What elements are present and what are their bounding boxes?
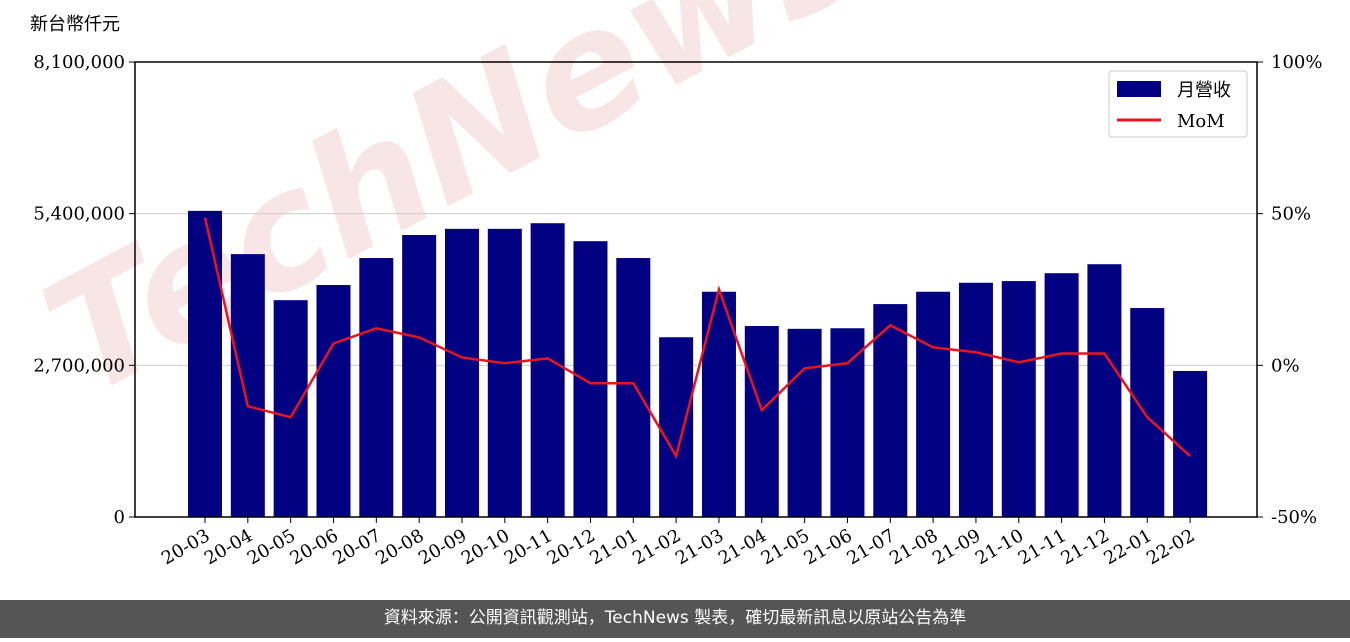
bar [873, 304, 908, 517]
x-tick-label: 21-01 [586, 525, 641, 569]
bar [1173, 370, 1208, 517]
x-tick-label: 21-09 [929, 525, 984, 569]
bar [487, 228, 522, 518]
x-tick-label: 21-10 [972, 525, 1027, 569]
bar [530, 223, 565, 517]
x-tick-label: 21-11 [1015, 525, 1070, 569]
y2-tick-label: 50% [1271, 204, 1311, 225]
x-tick-label: 20-05 [244, 525, 299, 569]
y2-tick-label: 0% [1271, 355, 1300, 376]
legend-label: MoM [1177, 111, 1225, 132]
legend-swatch [1117, 81, 1161, 97]
bar [402, 235, 437, 518]
x-tick-label: 21-07 [843, 525, 898, 569]
bar [1001, 281, 1036, 517]
x-tick-label: 20-09 [415, 525, 470, 569]
bar [1044, 273, 1079, 517]
line [203, 217, 1191, 460]
bar [958, 282, 993, 517]
x-tick-label: 22-01 [1100, 525, 1155, 569]
bar [444, 228, 479, 518]
bar [1130, 308, 1165, 517]
y-tick-label: 5,400,000 [33, 204, 125, 225]
bar [273, 300, 308, 517]
x-tick-label: 22-02 [1143, 525, 1198, 569]
y-axis-label: 新台幣仟元 [30, 14, 120, 35]
bar [659, 337, 694, 517]
x-tick-label: 21-03 [672, 525, 727, 569]
x-tick-label: 21-05 [758, 525, 813, 569]
footer: 資料來源：公開資訊觀測站，TechNews 製表，確切最新訊息以原站公告為準 [384, 608, 966, 628]
x-tick-label: 21-08 [886, 525, 941, 569]
plot-frame [134, 61, 1258, 518]
bar [916, 291, 951, 517]
y-tick-label: 8,100,000 [33, 52, 125, 73]
y2-tick-label: 100% [1271, 52, 1322, 73]
bar [616, 258, 651, 517]
bar [830, 328, 865, 517]
x-tick-label: 20-03 [158, 525, 213, 569]
bar [573, 241, 608, 518]
bar [188, 210, 222, 517]
x-tick-label: 20-11 [501, 525, 556, 569]
x-tick-label: 20-06 [287, 525, 342, 569]
x-tick-label: 20-12 [544, 525, 599, 569]
x-tick-label: 20-10 [458, 525, 513, 569]
x-tick-label: 20-04 [201, 525, 256, 569]
bar [316, 285, 351, 517]
y2-tick-label: -50% [1271, 507, 1317, 528]
bar [1087, 264, 1122, 517]
x-tick-label: 21-12 [1057, 525, 1112, 569]
bar [744, 326, 779, 517]
bar [230, 254, 265, 517]
y-tick-label: 2,700,000 [33, 355, 125, 376]
bar [787, 328, 822, 517]
legend-label: 月營收 [1177, 80, 1231, 101]
x-tick-label: 21-02 [629, 525, 684, 569]
footer-bar [0, 600, 1350, 638]
x-tick-label: 21-04 [715, 525, 770, 569]
x-tick-label: 21-06 [801, 525, 856, 569]
y-tick-label: 0 [114, 507, 125, 528]
bar [359, 258, 394, 517]
x-tick-label: 20-08 [372, 525, 427, 569]
x-tick-label: 20-07 [329, 525, 384, 569]
